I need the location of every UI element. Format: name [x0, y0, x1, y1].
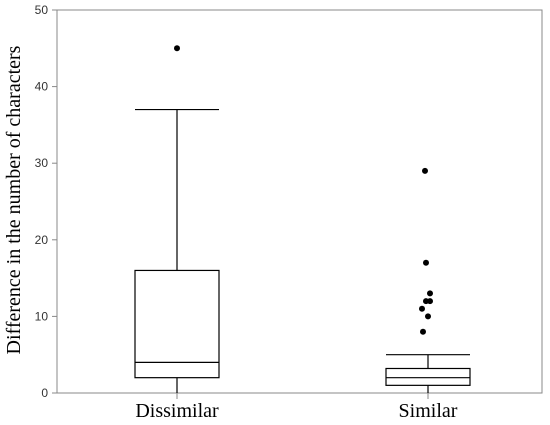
plot-frame — [56, 9, 543, 394]
x-category-label: Similar — [399, 400, 458, 422]
outlier-point — [420, 328, 426, 335]
iqr-box — [385, 367, 471, 386]
outlier-point — [422, 167, 428, 174]
outlier-point — [427, 290, 433, 297]
box-group-similar — [385, 167, 471, 393]
outlier-point — [423, 259, 429, 266]
y-tick-label: 40 — [35, 80, 49, 94]
outlier-point — [425, 313, 431, 320]
y-tick-label: 10 — [35, 309, 49, 323]
outlier-point — [419, 305, 425, 312]
boxes — [134, 45, 471, 393]
y-tick-label: 20 — [35, 233, 49, 247]
outlier-point — [174, 45, 180, 52]
y-tick-label: 30 — [35, 156, 49, 170]
box-group-dissimilar — [134, 45, 220, 393]
outlier-point — [427, 298, 433, 305]
y-axis: 0 10 20 30 40 50 — [35, 3, 57, 400]
x-axis: Dissimilar Similar — [135, 393, 458, 422]
y-axis-title: Difference in the number of characters — [3, 45, 25, 354]
y-tick-label: 50 — [35, 3, 49, 17]
y-tick-label: 0 — [41, 386, 48, 400]
x-category-label: Dissimilar — [135, 400, 219, 422]
iqr-box — [134, 269, 220, 379]
